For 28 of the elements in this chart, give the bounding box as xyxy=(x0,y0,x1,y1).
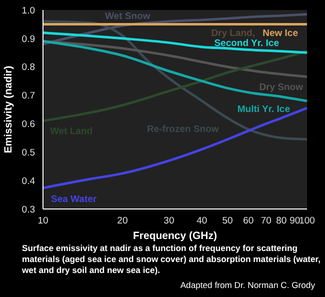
text: Adapted from Dr. Norman C. Grody xyxy=(180,280,315,291)
y-tick-label: 0.7 xyxy=(22,90,35,102)
annotation: Dry Land, xyxy=(211,28,255,39)
x-tick-label: 40 xyxy=(196,216,208,227)
x-tick-label: 100 xyxy=(299,216,315,227)
x-tick-label: 30 xyxy=(164,216,174,227)
x-tick-label: 80 xyxy=(276,216,287,227)
x-tick-label: 60 xyxy=(243,216,254,227)
y-tick-label: 0.6 xyxy=(22,119,35,130)
y-axis-title: Emissivity (nadir) xyxy=(2,66,15,154)
x-tick-label: 20 xyxy=(117,216,128,227)
series-label: New Ice xyxy=(262,28,298,39)
x-tick-label: 90 xyxy=(290,216,300,227)
y-tick-label: 0.9 xyxy=(22,34,35,45)
series-label: Wet Snow xyxy=(105,11,151,22)
series-label: Second Yr. Ice xyxy=(214,38,279,49)
y-tick-label: 0.4 xyxy=(22,176,35,187)
series-label: Sea Water xyxy=(51,194,97,205)
y-tick-label: 0.5 xyxy=(22,148,35,159)
x-axis-title: Frequency (GHz) xyxy=(132,230,218,242)
x-tick-label: 50 xyxy=(222,216,233,227)
y-tick-label: 1.0 xyxy=(22,5,35,16)
y-tick-label: 0.3 xyxy=(22,204,35,216)
y-tick-label: 0.8 xyxy=(22,62,35,74)
x-tick-label: 70 xyxy=(260,216,272,227)
series-label: Multi Yr. Ice xyxy=(237,104,290,115)
text: Surface emissivity at nadir as a function of frequency for scattering materials (aged sea ice and snow cover) and absorption materials (water, wet and dry soil and new sea ice). xyxy=(22,243,322,276)
x-tick-label: 10 xyxy=(38,216,48,227)
